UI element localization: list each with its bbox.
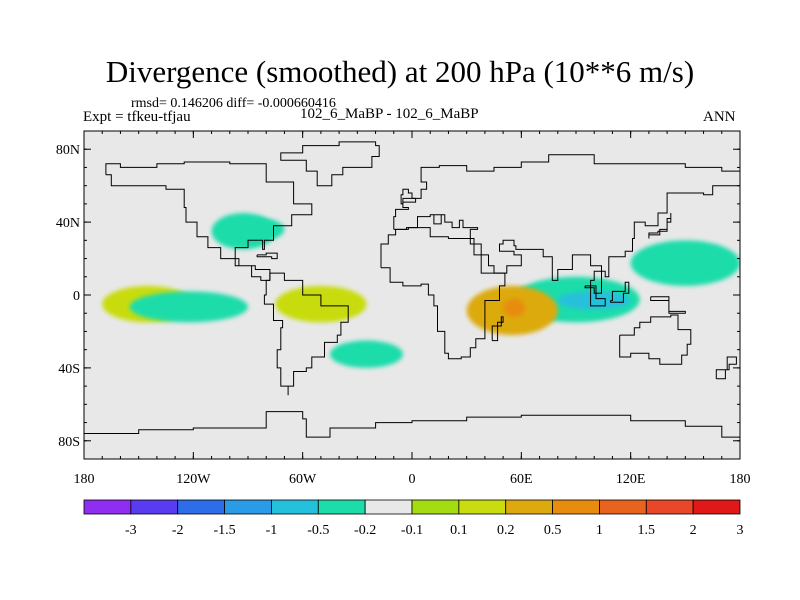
colorbar-label: 2 — [690, 523, 697, 538]
coastline-japan — [648, 213, 672, 239]
field-region-1 — [557, 291, 631, 310]
colorbar-swatch — [224, 499, 272, 515]
y-tick-label: 80N — [56, 143, 80, 158]
coastline-new-guinea — [650, 296, 686, 314]
colorbar-swatch — [458, 499, 507, 515]
experiment-label: Expt = tfkeu-tfjau — [83, 109, 191, 125]
coastline-borneo — [610, 281, 630, 303]
colorbar-label: -1 — [266, 523, 278, 538]
coastline-madagascar — [491, 316, 504, 342]
colorbar-swatch — [645, 499, 694, 515]
coastline-south-america — [263, 272, 349, 396]
y-tick-label: 80S — [58, 435, 80, 450]
field-region-8 — [630, 240, 740, 286]
colorbar-label: 3 — [737, 523, 744, 538]
colorbar-swatch — [599, 499, 647, 515]
colorbar-label: 0.1 — [450, 523, 468, 538]
colorbar-label: 0.2 — [497, 523, 515, 538]
x-tick-label: 0 — [409, 472, 416, 487]
coastline-australia — [619, 314, 692, 365]
y-tick-label: 40S — [58, 362, 80, 377]
field-region-7 — [330, 340, 403, 368]
colorbar-label: -3 — [125, 523, 137, 538]
x-tick-label: 180 — [730, 472, 751, 487]
colorbar-label: -2 — [172, 523, 184, 538]
coastline-uk — [400, 188, 417, 205]
colorbar-label: 1.5 — [638, 523, 656, 538]
coastline-eurasia — [393, 154, 740, 294]
coastline-antilles — [256, 252, 278, 260]
season-label: ANN — [703, 109, 736, 125]
axis-ticks: 180 120W 60W 0 60E 120E 180 80N 40N 0 40S 80S — [56, 130, 751, 487]
coastline-antarctica — [84, 411, 740, 438]
colorbar-label: -0.1 — [401, 523, 423, 538]
colorbar-swatch — [130, 499, 179, 515]
plot-title: Divergence (smoothed) at 200 hPa (10**6 … — [105, 54, 695, 89]
colorbar-label: -0.5 — [307, 523, 329, 538]
coastline-north-america — [105, 161, 313, 281]
x-tick-label: 120W — [176, 472, 211, 487]
colorbar-label: -1.5 — [213, 523, 235, 538]
field-region-10 — [238, 218, 285, 241]
x-tick-label: 180 — [74, 472, 95, 487]
colorbar: -3 -2 -1.5 -1 -0.5 -0.2 -0.1 0.1 0.2 0.5 1 1.5 2 3 — [83, 499, 744, 538]
colorbar-label: 1 — [596, 523, 603, 538]
x-tick-label: 120E — [616, 472, 646, 487]
y-tick-label: 40N — [56, 216, 80, 231]
coastline-africa — [380, 227, 506, 360]
y-tick-label: 0 — [73, 289, 80, 304]
rmsd-diff-stats: rmsd= 0.146206 diff= -0.000660416 — [131, 96, 336, 111]
colorbar-swatch — [271, 499, 319, 515]
coastline-new-zealand — [715, 356, 737, 380]
colorbar-label: -0.2 — [354, 523, 376, 538]
colorbar-swatch — [505, 499, 553, 515]
colorbar-swatch — [552, 499, 600, 515]
colorbar-swatch — [177, 499, 225, 515]
coastlines — [84, 141, 740, 438]
colorbar-label: 0.5 — [544, 523, 562, 538]
coastline-sumatra — [584, 285, 606, 307]
field-contours — [102, 213, 740, 368]
x-tick-label: 60W — [289, 472, 317, 487]
colorbar-swatch — [364, 499, 413, 515]
x-tick-label: 60E — [510, 472, 533, 487]
coastline-greenland — [280, 141, 380, 187]
difference-case-label: 102_6_MaBP - 102_6_MaBP — [300, 106, 479, 122]
colorbar-swatch — [692, 499, 741, 515]
colorbar-swatch — [317, 499, 366, 515]
field-region-6 — [129, 291, 248, 323]
colorbar-swatch — [83, 499, 132, 515]
colorbar-swatch — [411, 499, 460, 515]
field-region-3 — [503, 298, 525, 317]
